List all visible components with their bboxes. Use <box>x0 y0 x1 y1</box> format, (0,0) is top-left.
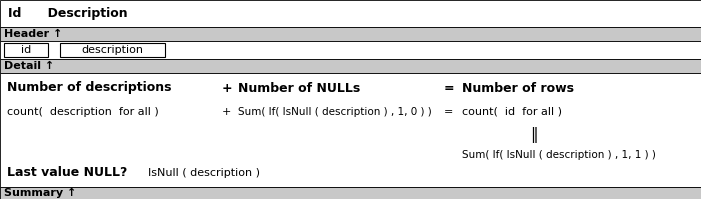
Bar <box>0 59 701 73</box>
Text: +: + <box>222 107 231 117</box>
Text: +: + <box>222 82 233 95</box>
Text: Detail ↑: Detail ↑ <box>4 61 54 71</box>
Text: ‖: ‖ <box>530 127 538 143</box>
Text: Summary ↑: Summary ↑ <box>4 188 76 198</box>
Text: description: description <box>81 45 144 55</box>
Text: Last value NULL?: Last value NULL? <box>7 167 128 179</box>
Bar <box>4 43 48 57</box>
Text: Number of NULLs: Number of NULLs <box>238 82 360 95</box>
Text: Header ↑: Header ↑ <box>4 29 62 39</box>
Text: Number of descriptions: Number of descriptions <box>7 82 172 95</box>
Text: count(  description  for all ): count( description for all ) <box>7 107 158 117</box>
Text: Sum( If( IsNull ( description ) , 1, 1 ) ): Sum( If( IsNull ( description ) , 1, 1 )… <box>462 150 656 160</box>
Bar <box>60 43 165 57</box>
Text: count(  id  for all ): count( id for all ) <box>462 107 562 117</box>
Text: =: = <box>444 82 455 95</box>
Bar <box>0 0 701 27</box>
Text: Id      Description: Id Description <box>8 7 128 20</box>
Text: Number of rows: Number of rows <box>462 82 574 95</box>
Text: Sum( If( IsNull ( description ) , 1, 0 ) ): Sum( If( IsNull ( description ) , 1, 0 )… <box>238 107 432 117</box>
Text: =: = <box>444 107 454 117</box>
Bar <box>0 187 701 199</box>
Text: id: id <box>21 45 31 55</box>
Bar <box>0 73 701 187</box>
Bar <box>0 27 701 41</box>
Bar <box>0 41 701 59</box>
Text: IsNull ( description ): IsNull ( description ) <box>148 168 260 178</box>
